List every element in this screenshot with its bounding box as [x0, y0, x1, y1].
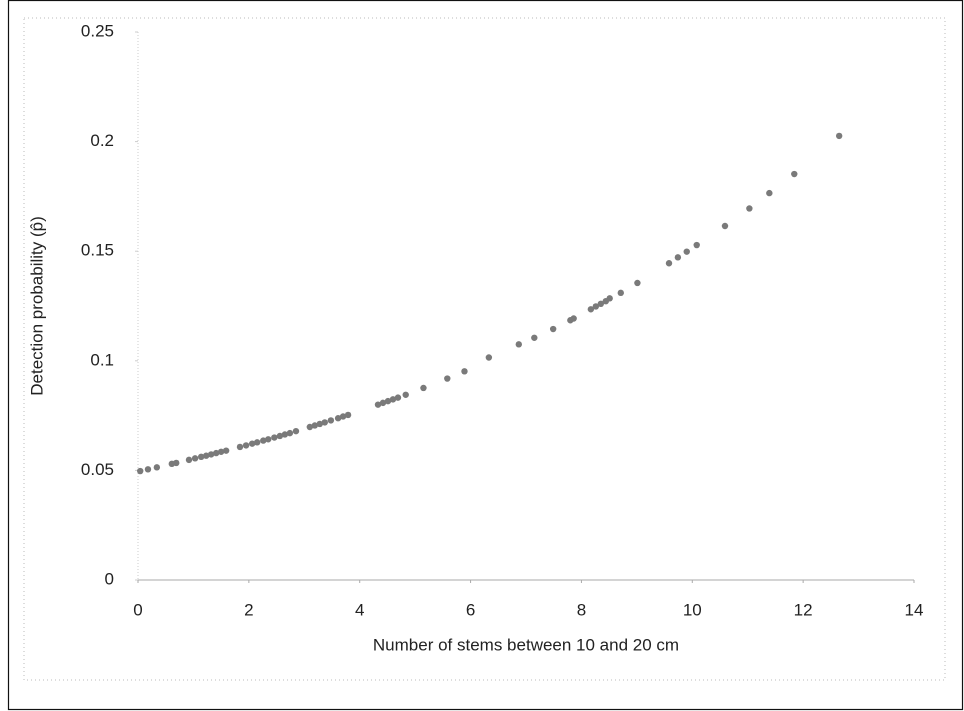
data-point	[746, 205, 753, 212]
data-point	[374, 401, 382, 408]
data-point	[306, 423, 314, 431]
data-point	[276, 432, 284, 440]
x-tick-label: 0	[133, 600, 142, 619]
y-tick-label: 0.1	[90, 350, 114, 369]
data-point	[634, 279, 641, 287]
x-tick-label: 14	[905, 600, 924, 619]
data-point	[222, 447, 230, 454]
y-tick-label: 0	[105, 569, 114, 588]
data-point	[173, 459, 180, 467]
data-point	[236, 443, 244, 451]
data-point	[766, 189, 773, 197]
data-point	[253, 439, 261, 446]
data-point	[144, 466, 152, 473]
chart-frame	[23, 17, 946, 681]
data-point	[217, 448, 225, 455]
data-point	[265, 436, 272, 443]
data-point	[597, 300, 605, 308]
data-point	[334, 415, 342, 422]
x-tick-label: 12	[794, 600, 813, 619]
outer-border	[7, 0, 964, 711]
data-point	[617, 289, 624, 297]
data-point	[316, 420, 324, 428]
y-axis-label: Detection probability (p̂)	[27, 216, 46, 396]
data-point	[606, 295, 613, 302]
data-point	[384, 397, 392, 405]
data-point	[311, 422, 319, 429]
y-tick-label: 0.25	[81, 21, 114, 40]
data-point	[207, 451, 215, 458]
x-tick-label: 4	[355, 600, 364, 619]
data-point	[197, 453, 205, 461]
data-point	[420, 384, 427, 392]
x-tick-label: 6	[466, 600, 475, 619]
data-point	[515, 341, 522, 348]
data-point	[402, 391, 409, 398]
data-point	[281, 431, 289, 438]
data-point	[212, 449, 220, 457]
data-point	[202, 452, 210, 459]
data-point	[191, 455, 199, 462]
data-point	[461, 368, 468, 375]
data-point	[683, 248, 690, 255]
data-point	[185, 456, 193, 464]
y-tick-label: 0.05	[81, 460, 114, 479]
data-point	[242, 442, 250, 449]
y-tick-label: 0.2	[90, 131, 114, 150]
data-point	[379, 399, 387, 407]
data-point	[153, 464, 161, 471]
data-point	[339, 413, 347, 420]
data-point	[389, 396, 397, 403]
data-point	[286, 429, 294, 437]
data-point	[835, 132, 843, 140]
data-point	[137, 467, 144, 475]
data-point	[344, 411, 352, 419]
data-point	[570, 315, 577, 322]
data-point	[485, 354, 493, 361]
x-axis-label: Number of stems between 10 and 20 cm	[373, 635, 679, 654]
data-point	[665, 260, 673, 267]
data-point	[321, 419, 328, 426]
x-tick-label: 8	[577, 600, 586, 619]
data-point	[531, 334, 538, 341]
data-point	[791, 170, 798, 178]
data-point	[587, 306, 595, 313]
x-tick-label: 2	[244, 600, 253, 619]
data-point	[549, 325, 557, 333]
data-point	[592, 303, 600, 310]
x-tick-label: 10	[683, 600, 702, 619]
data-point	[674, 254, 682, 261]
data-point	[327, 417, 335, 424]
data-point	[721, 222, 729, 230]
data-point	[271, 434, 278, 441]
data-point	[260, 437, 267, 444]
data-point	[248, 440, 256, 447]
data-point	[444, 375, 451, 382]
data-point	[394, 394, 402, 401]
data-point	[292, 427, 300, 435]
y-tick-label: 0.15	[81, 241, 114, 260]
data-point	[693, 241, 700, 249]
